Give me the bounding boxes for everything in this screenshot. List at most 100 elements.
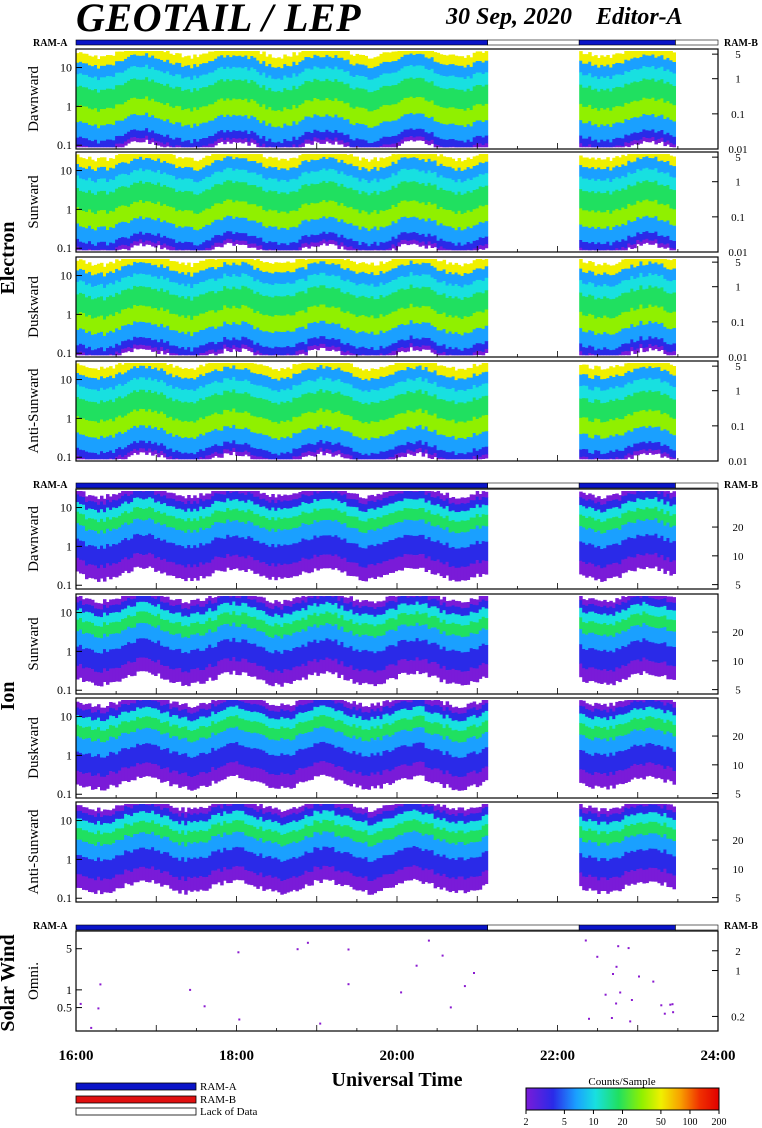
colorbar: Counts/Sample 2 5 10 20 50 100 200 [524, 1076, 727, 1128]
right-tick-label: 5 [735, 789, 741, 801]
omni-point [629, 1020, 632, 1023]
left-tick-label: 1 [66, 852, 72, 866]
omni-point [473, 972, 475, 974]
panel-label: Sunward [26, 175, 42, 229]
omni-point [604, 993, 607, 996]
omni-point [612, 973, 614, 975]
mode-segment [578, 924, 676, 931]
right-tick-label: 0.1 [731, 212, 745, 224]
omni-point [347, 948, 350, 951]
mode-segment [675, 482, 719, 489]
colorbar-ticks: 2 5 10 20 50 100 200 [524, 1110, 727, 1128]
mode-segment [75, 924, 488, 931]
panel-solar-wind-omni.: Omni. 5 1 0.5 2 1 0.2 [26, 930, 745, 1032]
omni-point [90, 1026, 93, 1029]
panel-electron-anti-sunward: Anti-Sunward 10 1 0.1 5 1 0.1 0.01 [26, 360, 748, 468]
panel-label: Duskward [26, 276, 42, 338]
omni-point [630, 999, 633, 1001]
omni-point [669, 1003, 672, 1006]
panel-label: Sunward [26, 617, 42, 671]
left-tick-label: 10 [60, 269, 72, 283]
colorbar-tick-label: 10 [588, 1117, 598, 1128]
mode-bar-0: RAM-A RAM-B [33, 38, 758, 49]
left-tick-label: 1 [66, 748, 72, 762]
right-tick-label: 5 [735, 893, 741, 905]
omni-point [588, 1017, 590, 1020]
x-tick-label: 16:00 [59, 1048, 94, 1064]
omni-point [663, 1012, 666, 1015]
mode-label-ram-a: RAM-A [33, 38, 68, 49]
right-tick-label: 10 [733, 656, 745, 668]
right-tick-label: 1 [735, 386, 741, 398]
date-label: 30 Sep, 2020 [446, 4, 572, 30]
group-label-solar-wind: Solar Wind [0, 934, 19, 1031]
x-axis: 16:00 18:00 20:00 22:00 24:00 [59, 1048, 736, 1064]
omni-point [441, 954, 444, 957]
mode-segment [487, 924, 580, 931]
x-axis-title: Universal Time [332, 1069, 463, 1091]
right-tick-label: 2 [735, 946, 741, 958]
left-tick-label: 1 [66, 539, 72, 553]
left-tick-label: 10 [60, 710, 72, 724]
omni-point [671, 1003, 674, 1006]
right-tick-label: 0.01 [728, 247, 747, 259]
legend-swatch-ram-a [75, 1082, 197, 1091]
right-tick-label: 5 [735, 361, 741, 373]
right-tick-label: 0.1 [731, 317, 745, 329]
mode-label-ram-b: RAM-B [724, 38, 758, 49]
panel-ion-anti-sunward: Anti-Sunward 10 1 0.1 20 10 5 [26, 801, 745, 905]
omni-point [203, 1005, 206, 1008]
page-subtitle: 30 Sep, 2020 Editor-A [446, 4, 683, 31]
mode-segment [675, 39, 719, 46]
mode-segment [578, 482, 676, 489]
omni-point [660, 1004, 663, 1007]
left-tick-label: 0.1 [57, 450, 72, 464]
left-tick-label: 1 [66, 202, 72, 216]
legend-swatch-lack [75, 1107, 197, 1116]
left-tick-label: 1 [66, 411, 72, 425]
omni-point [584, 939, 587, 942]
omni-point [306, 941, 309, 944]
right-tick-label: 5 [735, 49, 741, 61]
right-tick-label: 20 [733, 522, 745, 534]
mode-segment [75, 39, 488, 46]
right-tick-label: 1 [735, 966, 741, 978]
mode-segment [487, 482, 580, 489]
right-tick-label: 0.2 [731, 1011, 745, 1023]
omni-point [415, 964, 418, 967]
left-tick-label: 10 [60, 814, 72, 828]
colorbar-tick-label: 200 [712, 1117, 727, 1128]
panel-label: Omni. [26, 962, 42, 1000]
omni-point [427, 939, 430, 942]
left-tick-label: 0.1 [57, 683, 72, 697]
right-tick-label: 20 [733, 835, 745, 847]
omni-point [672, 1011, 675, 1014]
left-tick-label: 0.5 [57, 1001, 72, 1015]
right-tick-label: 1 [735, 74, 741, 86]
left-tick-label: 0.1 [57, 578, 72, 592]
left-tick-label: 0.1 [57, 891, 72, 905]
mode-label-ram-a: RAM-A [33, 480, 68, 491]
legend-label-ram-a: RAM-A [200, 1081, 237, 1093]
panel-electron-sunward: Sunward 10 1 0.1 5 1 0.1 0.01 [26, 151, 748, 259]
mode-bar-2: RAM-A RAM-B [33, 921, 758, 932]
mode-legend: RAM-A RAM-B Lack of Data [75, 1081, 258, 1118]
panel-label: Dawnward [26, 506, 42, 572]
left-tick-label: 10 [60, 164, 72, 178]
mode-segment [75, 482, 488, 489]
panel-label: Anti-Sunward [26, 368, 42, 453]
omni-point [652, 980, 655, 983]
x-tick-label: 24:00 [701, 1048, 736, 1064]
spectrogram-panels: Dawnward 10 1 0.1 5 1 0.1 0.01 Sunward 10 1 0.1 5 1 0.… [26, 48, 748, 1032]
panel-frame [75, 930, 719, 1032]
right-tick-label: 0.1 [731, 109, 745, 121]
panel-label: Dawnward [26, 66, 42, 132]
mode-bars: RAM-A RAM-B RAM-A RAM-B RAM-A RAM-B [33, 38, 758, 932]
omni-point [319, 1022, 322, 1025]
right-tick-label: 0.01 [728, 352, 747, 364]
editor-label: Editor-A [596, 4, 683, 30]
right-tick-label: 0.01 [728, 144, 747, 156]
left-tick-label: 0.1 [57, 787, 72, 801]
omni-point [638, 975, 640, 978]
omni-point [189, 988, 192, 991]
